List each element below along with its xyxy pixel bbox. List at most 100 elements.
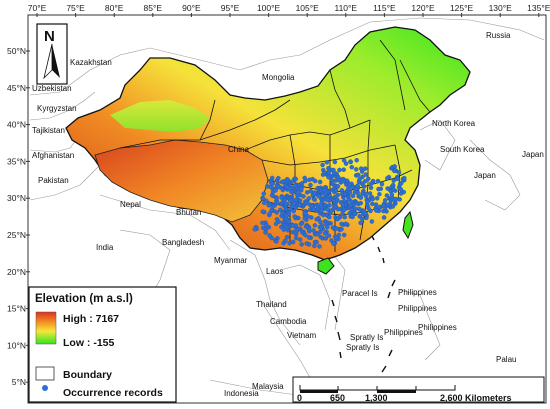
- occurrence-point: [342, 214, 347, 220]
- occurrence-point: [260, 220, 265, 226]
- occurrence-point: [292, 183, 298, 189]
- occurrence-point: [395, 176, 400, 182]
- scale-label-650: 650: [330, 393, 345, 403]
- occurrence-point: [323, 236, 329, 241]
- label-indonesia: Indonesia: [224, 389, 259, 398]
- lon-tick-label: 90°E: [182, 3, 201, 13]
- occurrence-point: [367, 191, 373, 196]
- occurrence-point: [363, 172, 369, 177]
- label-paracel: Paracel Is: [342, 289, 378, 298]
- occurrence-point: [335, 184, 341, 189]
- occurrence-point: [293, 235, 299, 241]
- occurrence-point: [381, 208, 386, 214]
- lat-tick-label: 10°N: [7, 340, 26, 350]
- occurrence-point: [316, 193, 321, 199]
- lat-tick-label: 40°N: [7, 120, 26, 130]
- label-thailand: Thailand: [256, 300, 287, 309]
- occurrence-point: [293, 176, 298, 182]
- lat-tick-label: 5°N: [12, 377, 26, 387]
- occurrence-point: [273, 188, 278, 193]
- occurrence-point: [280, 187, 286, 193]
- occurrence-point: [358, 220, 363, 226]
- legend-boundary-label: Boundary: [63, 369, 112, 381]
- label-vietnam: Vietnam: [287, 331, 317, 340]
- occurrence-point: [375, 178, 381, 184]
- occurrence-point: [314, 217, 319, 222]
- occurrence-point: [323, 191, 328, 197]
- occurrence-point: [397, 197, 402, 202]
- occurrence-point: [324, 160, 330, 165]
- occurrence-point: [377, 191, 382, 197]
- occurrence-point: [276, 175, 281, 181]
- occurrence-point: [260, 196, 266, 201]
- lon-tick-label: 105°E: [296, 3, 320, 13]
- label-philippines-4: Philippines: [418, 323, 457, 332]
- lon-tick-label: 130°E: [489, 3, 513, 13]
- latitude-ticks: 50°N 45°N 40°N 35°N 30°N 25°N 20°N 15°N 10°N 5°N: [7, 46, 30, 387]
- occurrence-point: [358, 166, 364, 171]
- occurrence-point: [360, 216, 365, 222]
- legend-high-label: High : 7167: [63, 313, 119, 325]
- label-philippines-1: Philippines: [398, 288, 437, 297]
- occurrence-point: [355, 183, 360, 188]
- occurrence-point: [322, 231, 328, 236]
- occurrence-point: [396, 170, 402, 175]
- occurrence-point: [357, 176, 362, 182]
- occurrence-point: [252, 227, 258, 232]
- occurrence-point: [274, 217, 280, 222]
- occurrence-point: [384, 193, 390, 198]
- lon-tick-label: 70°E: [28, 3, 47, 13]
- occurrence-point: [320, 162, 325, 168]
- occurrence-point: [303, 224, 309, 229]
- occurrence-point: [281, 240, 286, 246]
- occurrence-point: [260, 209, 266, 214]
- occurrence-point: [310, 176, 315, 182]
- occurrence-point: [381, 203, 386, 209]
- label-cambodia: Cambodia: [270, 317, 307, 326]
- occurrence-point: [325, 224, 330, 230]
- occurrence-point: [326, 169, 331, 174]
- occurrence-point: [303, 211, 308, 216]
- occurrence-point: [275, 183, 281, 189]
- label-laos: Laos: [266, 267, 283, 276]
- occurrence-point: [365, 176, 371, 182]
- lat-tick-label: 20°N: [7, 267, 26, 277]
- occurrence-point: [374, 208, 379, 213]
- occurrence-point: [269, 181, 275, 186]
- label-mongolia: Mongolia: [262, 73, 295, 82]
- label-afghanistan: Afghanistan: [32, 151, 74, 160]
- occurrence-point: [327, 203, 332, 208]
- occurrence-point: [399, 180, 404, 186]
- occurrence-point: [273, 221, 279, 227]
- occurrence-point: [341, 207, 347, 213]
- occurrence-point: [350, 185, 355, 190]
- label-philippines-2: Philippines: [398, 304, 437, 313]
- occurrence-point: [318, 234, 323, 240]
- occurrence-point: [353, 206, 358, 211]
- scale-label-1300: 1,300: [365, 393, 388, 403]
- occurrence-point: [369, 219, 375, 224]
- occurrence-point: [349, 207, 354, 213]
- occurrence-point: [393, 196, 399, 202]
- occurrence-point: [312, 243, 317, 249]
- occurrence-point: [368, 185, 374, 191]
- occurrence-point: [284, 213, 289, 219]
- occurrence-point: [392, 164, 397, 169]
- occurrence-point: [355, 172, 361, 178]
- occurrence-point: [291, 208, 296, 214]
- lon-tick-label: 100°E: [257, 3, 281, 13]
- occurrence-point: [335, 216, 340, 222]
- lon-tick-label: 120°E: [411, 3, 435, 13]
- label-bhutan: Bhutan: [176, 208, 201, 217]
- legend-occurrence-label: Occurrence records: [63, 387, 163, 399]
- occurrence-point: [352, 190, 358, 195]
- occurrence-point: [357, 206, 362, 212]
- occurrence-point: [335, 197, 340, 203]
- occurrence-point: [373, 202, 379, 207]
- occurrence-point: [318, 219, 323, 225]
- occurrence-point: [322, 170, 327, 176]
- occurrence-point: [370, 196, 375, 202]
- occurrence-point: [333, 188, 339, 193]
- occurrence-point: [298, 185, 304, 191]
- occurrence-point: [299, 242, 304, 247]
